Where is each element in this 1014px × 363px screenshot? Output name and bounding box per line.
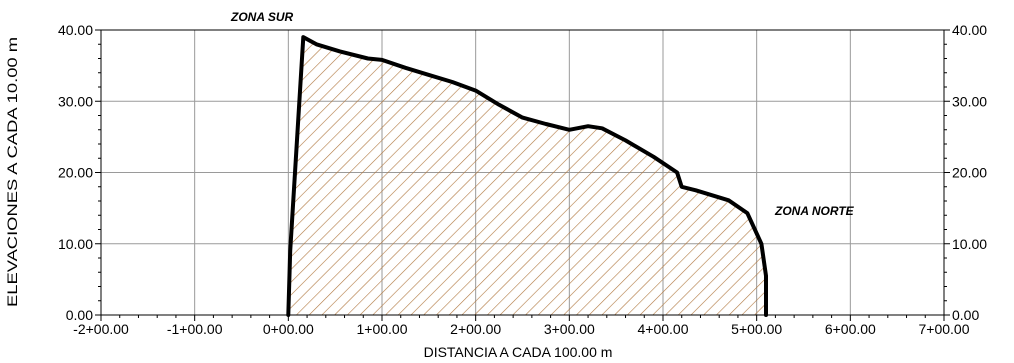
x-tick-labels: -2+00.00 -1+00.00 0+00.00 1+00.00 2+00.00 3+0… xyxy=(73,321,970,337)
annotation-zona-sur: ZONA SUR xyxy=(230,10,294,24)
y-tick-label-left: 20.00 xyxy=(58,165,93,181)
terrain-profile-line xyxy=(286,35,768,317)
x-tick-label: 3+00.00 xyxy=(544,321,595,337)
y-tick-label-right: 0.00 xyxy=(952,307,979,323)
x-tick-label: -2+00.00 xyxy=(73,321,129,337)
y-tick-label-left: 0.00 xyxy=(66,307,93,323)
y-tick-label-right: 30.00 xyxy=(952,93,987,109)
x-tick-label: 2+00.00 xyxy=(450,321,501,337)
x-tick-label: 0+00.00 xyxy=(263,321,314,337)
x-tick-label: -1+00.00 xyxy=(167,321,223,337)
y-tick-label-left: 30.00 xyxy=(58,93,93,109)
x-axis-title: DISTANCIA A CADA 100.00 m xyxy=(424,344,613,360)
x-tick-label: 4+00.00 xyxy=(638,321,689,337)
y-tick-label-right: 10.00 xyxy=(952,236,987,252)
y-tick-label-right: 40.00 xyxy=(952,22,987,38)
x-tick-label: 1+00.00 xyxy=(357,321,408,337)
y-tick-label-right: 20.00 xyxy=(952,165,987,181)
y-tick-label-left: 10.00 xyxy=(58,236,93,252)
annotation-zona-norte: ZONA NORTE xyxy=(774,204,855,218)
x-tick-label: 7+00.00 xyxy=(919,321,970,337)
y-tick-label-left: 40.00 xyxy=(58,22,93,38)
y-tick-labels-left: 0.00 10.00 20.00 30.00 40.00 xyxy=(58,22,93,323)
y-tick-labels-right: 0.00 10.00 20.00 30.00 40.00 xyxy=(952,22,987,323)
x-tick-label: 5+00.00 xyxy=(731,321,782,337)
y-axis-title: ELEVACIONES A CADA 10.00 m xyxy=(4,37,20,307)
x-tick-label: 6+00.00 xyxy=(825,321,876,337)
cross-section-fill xyxy=(288,37,766,315)
plot-frame xyxy=(100,29,945,316)
